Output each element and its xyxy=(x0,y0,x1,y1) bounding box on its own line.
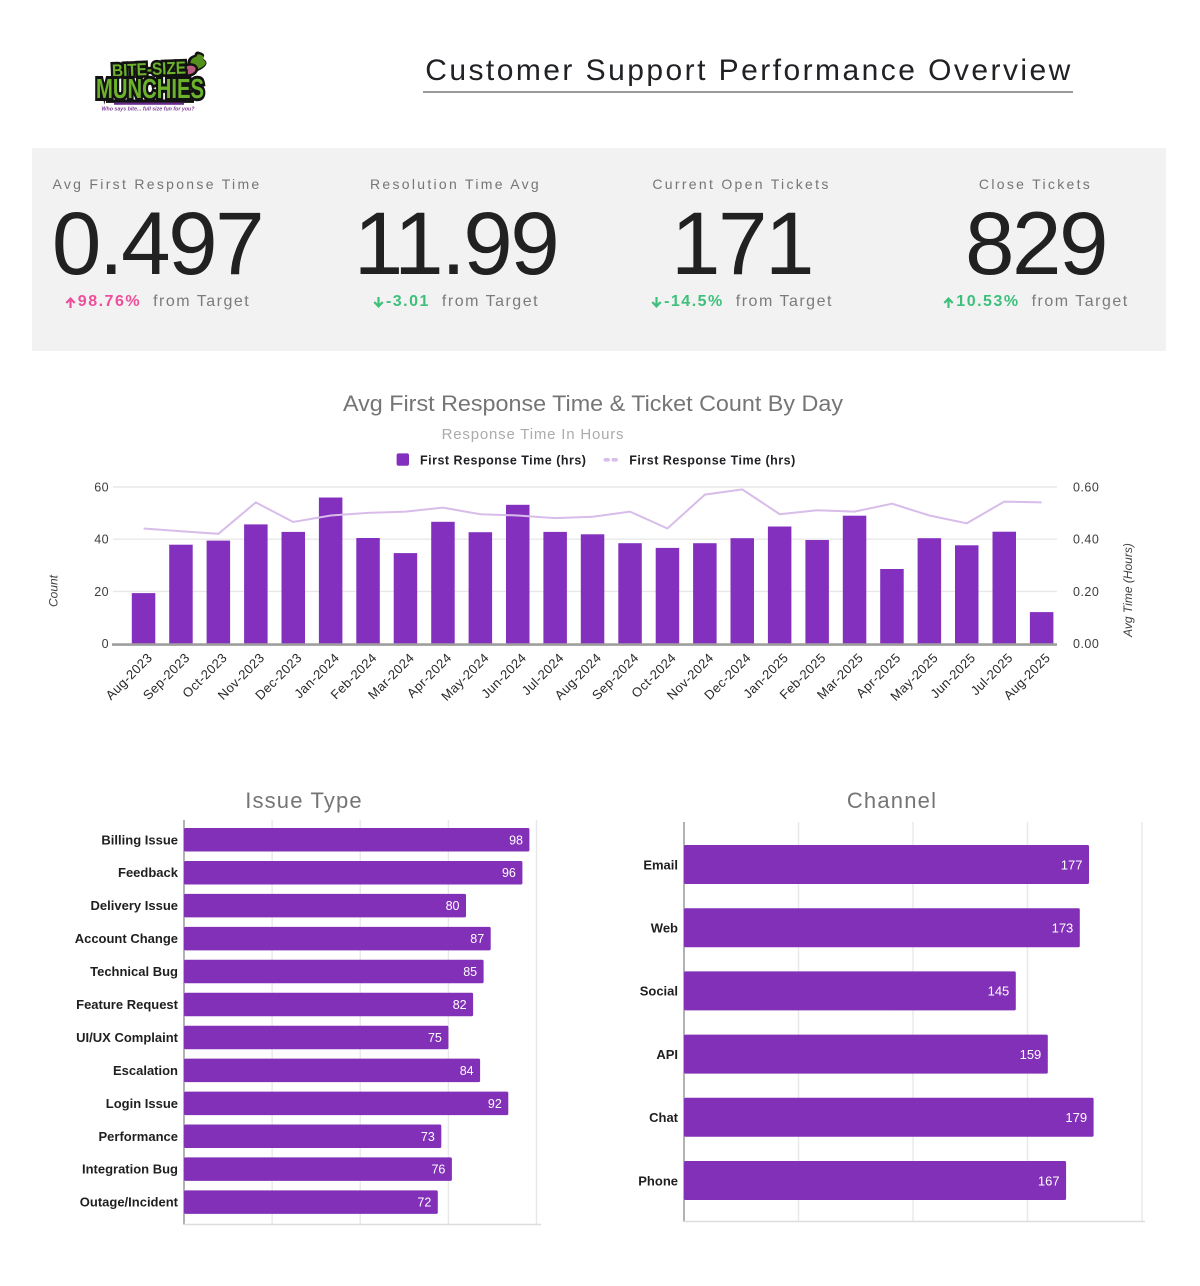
svg-text:173: 173 xyxy=(1052,921,1074,936)
svg-text:Outage/Incident: Outage/Incident xyxy=(80,1195,179,1210)
svg-text:40: 40 xyxy=(94,533,109,547)
svg-text:Email: Email xyxy=(643,857,678,872)
svg-text:75: 75 xyxy=(428,1031,442,1045)
svg-text:72: 72 xyxy=(417,1196,431,1210)
svg-text:Issue Type: Issue Type xyxy=(245,788,363,813)
svg-text:Social: Social xyxy=(640,984,678,999)
svg-text:Web: Web xyxy=(651,921,678,936)
svg-text:85: 85 xyxy=(463,965,477,979)
svg-text:179: 179 xyxy=(1065,1110,1087,1125)
svg-text:0.40: 0.40 xyxy=(1073,533,1099,547)
svg-text:20: 20 xyxy=(94,585,109,599)
svg-text:80: 80 xyxy=(446,899,460,913)
svg-text:96: 96 xyxy=(502,866,516,880)
svg-text:145: 145 xyxy=(988,984,1010,999)
svg-text:First Response Time (hrs): First Response Time (hrs) xyxy=(420,454,586,468)
svg-text:Count: Count xyxy=(47,574,61,607)
svg-text:Channel: Channel xyxy=(847,788,937,813)
svg-text:76: 76 xyxy=(431,1163,445,1177)
svg-text:73: 73 xyxy=(421,1130,435,1144)
svg-text:98: 98 xyxy=(509,833,523,847)
svg-text:BITE-SIZE: BITE-SIZE xyxy=(112,57,187,80)
svg-text:Phone: Phone xyxy=(638,1173,678,1188)
svg-text:Avg First Response Time & Tick: Avg First Response Time & Ticket Count B… xyxy=(343,391,843,416)
svg-text:Delivery Issue: Delivery Issue xyxy=(91,898,178,913)
svg-text:First Response Time (hrs): First Response Time (hrs) xyxy=(629,454,795,468)
svg-text:API: API xyxy=(656,1047,678,1062)
svg-text:Login Issue: Login Issue xyxy=(106,1096,178,1111)
svg-text:84: 84 xyxy=(460,1064,474,1078)
svg-text:Escalation: Escalation xyxy=(113,1063,178,1078)
svg-text:Performance: Performance xyxy=(99,1129,178,1144)
svg-text:159: 159 xyxy=(1020,1047,1042,1062)
svg-text:177: 177 xyxy=(1061,857,1083,872)
svg-text:Technical Bug: Technical Bug xyxy=(90,964,178,979)
svg-text:Feedback: Feedback xyxy=(118,865,179,880)
svg-text:Integration Bug: Integration Bug xyxy=(82,1162,178,1177)
svg-text:Billing Issue: Billing Issue xyxy=(101,832,178,847)
svg-text:Who says bite... full size: Who says bite... full size fun for you? xyxy=(102,107,195,113)
svg-text:Feature Request: Feature Request xyxy=(76,997,179,1012)
svg-text:0.20: 0.20 xyxy=(1073,585,1099,599)
svg-text:92: 92 xyxy=(488,1097,502,1111)
svg-text:167: 167 xyxy=(1038,1173,1060,1188)
svg-text:Account Change: Account Change xyxy=(75,931,178,946)
svg-text:Chat: Chat xyxy=(649,1110,679,1125)
svg-text:82: 82 xyxy=(453,998,467,1012)
svg-text:Avg Time (Hours): Avg Time (Hours) xyxy=(1121,543,1135,638)
svg-text:60: 60 xyxy=(94,481,109,495)
svg-text:UI/UX Complaint: UI/UX Complaint xyxy=(76,1030,179,1045)
svg-text:87: 87 xyxy=(470,932,484,946)
svg-text:Response Time In Hours: Response Time In Hours xyxy=(442,426,625,443)
svg-text:0.00: 0.00 xyxy=(1073,637,1099,651)
svg-text:0.60: 0.60 xyxy=(1073,481,1099,495)
svg-text:0: 0 xyxy=(102,637,109,651)
